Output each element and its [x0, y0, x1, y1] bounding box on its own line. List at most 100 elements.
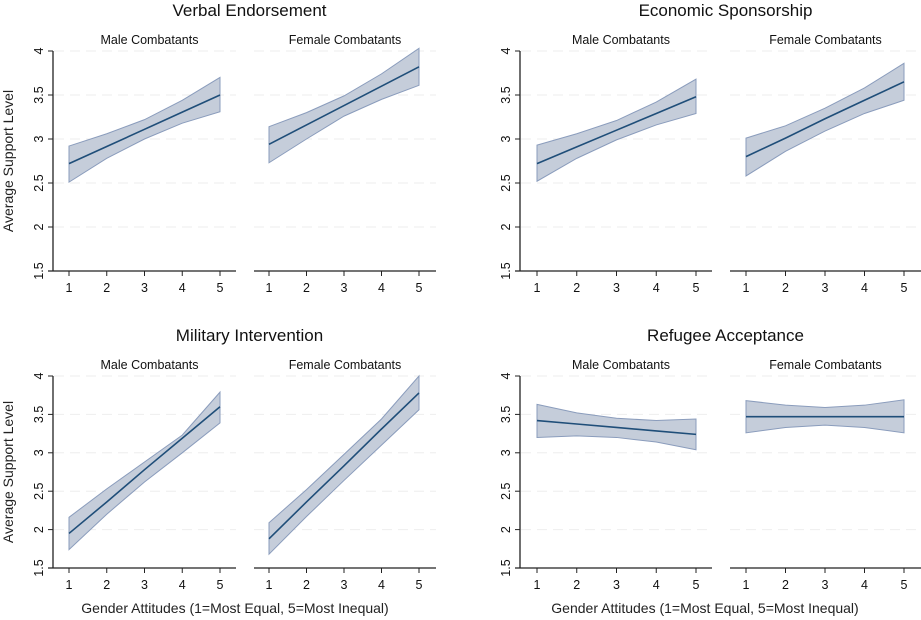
- x-tick-label: 5: [416, 281, 423, 295]
- x-tick-label: 5: [901, 578, 908, 592]
- x-tick-label: 2: [782, 281, 789, 295]
- x-tick-label: 1: [534, 281, 541, 295]
- y-tick-label: 3: [499, 449, 513, 456]
- x-tick-label: 2: [782, 578, 789, 592]
- x-tick-label: 3: [141, 281, 148, 295]
- x-tick-label: 5: [901, 281, 908, 295]
- y-tick-label: 2: [32, 526, 46, 533]
- y-tick-label: 2: [32, 223, 46, 230]
- x-tick-label: 2: [103, 281, 110, 295]
- x-tick-label: 2: [103, 578, 110, 592]
- x-tick-label: 4: [653, 281, 660, 295]
- panel-verbal-endorsement: Verbal Endorsement 1.5 2 2.5 3 3.5 4 Average Su…: [0, 1, 436, 295]
- x-tick-label: 4: [179, 578, 186, 592]
- x-tick-label: 1: [66, 578, 73, 592]
- panel-title: Refugee Acceptance: [647, 326, 804, 345]
- x-axis-label: Gender Attitudes (1=Most Equal, 5=Most I…: [551, 600, 858, 616]
- x-tick-label: 4: [861, 578, 868, 592]
- facet-male-combatants: Male Combatants 1 2 3 4 5: [48, 358, 236, 592]
- facet-label: Male Combatants: [101, 358, 199, 372]
- panel-title: Verbal Endorsement: [172, 1, 326, 20]
- panel-military-intervention: Military Intervention 1.5 2 2.5 3 3.5 4 Average…: [0, 326, 436, 616]
- y-tick-label: 1.5: [32, 559, 46, 576]
- x-tick-label: 3: [613, 281, 620, 295]
- y-tick-label: 2.5: [499, 482, 513, 499]
- fit-line: [536, 419, 697, 436]
- y-tick-label: 3.5: [499, 86, 513, 103]
- y-tick-label: 2.5: [499, 174, 513, 191]
- y-tick-label: 3: [499, 135, 513, 142]
- x-tick-label: 1: [266, 578, 273, 592]
- x-tick-label: 4: [179, 281, 186, 295]
- x-tick-label: 3: [613, 578, 620, 592]
- facet-label: Female Combatants: [769, 358, 882, 372]
- facet-label: Female Combatants: [289, 33, 402, 47]
- facet-label: Female Combatants: [289, 358, 402, 372]
- facet-label: Male Combatants: [572, 33, 670, 47]
- x-tick-label: 4: [653, 578, 660, 592]
- x-tick-label: 1: [743, 578, 750, 592]
- x-tick-label: 1: [66, 281, 73, 295]
- x-tick-label: 2: [303, 578, 310, 592]
- x-tick-label: 5: [217, 578, 224, 592]
- x-tick-label: 2: [573, 281, 580, 295]
- x-axis-label: Gender Attitudes (1=Most Equal, 5=Most I…: [81, 600, 388, 616]
- y-axis-label: Average Support Level: [0, 90, 16, 232]
- facet-label: Male Combatants: [101, 33, 199, 47]
- y-tick-label: 4: [499, 372, 513, 379]
- y-tick-label: 3: [32, 449, 46, 456]
- x-tick-label: 5: [416, 578, 423, 592]
- y-tick-label: 2.5: [32, 174, 46, 191]
- y-tick-label: 1.5: [499, 559, 513, 576]
- fit-line: [745, 81, 905, 158]
- facet-female-combatants: Female Combatants 1 2 3 4 5: [730, 33, 921, 295]
- facet-label: Male Combatants: [572, 358, 670, 372]
- x-tick-label: 3: [822, 578, 829, 592]
- x-tick-label: 3: [141, 578, 148, 592]
- x-tick-label: 4: [378, 578, 385, 592]
- y-tick-label: 3.5: [32, 406, 46, 423]
- y-tick-label: 2.5: [32, 482, 46, 499]
- fit-line: [68, 94, 221, 165]
- facet-female-combatants: Female Combatants 1 2 3 4 5: [254, 33, 436, 295]
- x-tick-label: 3: [822, 281, 829, 295]
- x-tick-label: 5: [693, 578, 700, 592]
- fit-line: [268, 66, 420, 145]
- fit-line: [268, 392, 420, 540]
- x-tick-label: 2: [303, 281, 310, 295]
- panel-title: Economic Sponsorship: [639, 1, 813, 20]
- facet-female-combatants: Female Combatants 1 2 3 4 5: [254, 358, 436, 592]
- x-tick-label: 4: [861, 281, 868, 295]
- y-tick-label: 1.5: [32, 262, 46, 279]
- facet-male-combatants: Male Combatants 1 2 3 4 5: [515, 33, 712, 295]
- fit-line: [68, 406, 221, 535]
- y-tick-label: 4: [32, 47, 46, 54]
- x-tick-label: 5: [693, 281, 700, 295]
- x-tick-label: 3: [341, 281, 348, 295]
- panel-title: Military Intervention: [176, 326, 323, 345]
- facet-male-combatants: Male Combatants 1 2 3 4 5: [515, 358, 712, 592]
- x-tick-label: 3: [341, 578, 348, 592]
- x-tick-label: 1: [266, 281, 273, 295]
- y-tick-label: 2: [499, 526, 513, 533]
- facet-label: Female Combatants: [769, 33, 882, 47]
- y-tick-label: 4: [32, 372, 46, 379]
- x-tick-label: 5: [217, 281, 224, 295]
- confidence-band: [68, 390, 221, 551]
- x-tick-label: 1: [534, 578, 541, 592]
- y-tick-label: 3: [32, 135, 46, 142]
- fit-line: [536, 96, 697, 165]
- y-tick-label: 4: [499, 47, 513, 54]
- y-tick-label: 2: [499, 223, 513, 230]
- y-tick-label: 3.5: [32, 86, 46, 103]
- y-axis-label: Average Support Level: [0, 401, 16, 543]
- x-tick-label: 4: [378, 281, 385, 295]
- facet-female-combatants: Female Combatants 1 2 3 4 5: [730, 358, 921, 592]
- facet-male-combatants: Male Combatants 1 2 3 4 5: [48, 33, 236, 295]
- x-tick-label: 1: [743, 281, 750, 295]
- x-tick-label: 2: [573, 578, 580, 592]
- y-tick-label: 3.5: [499, 406, 513, 423]
